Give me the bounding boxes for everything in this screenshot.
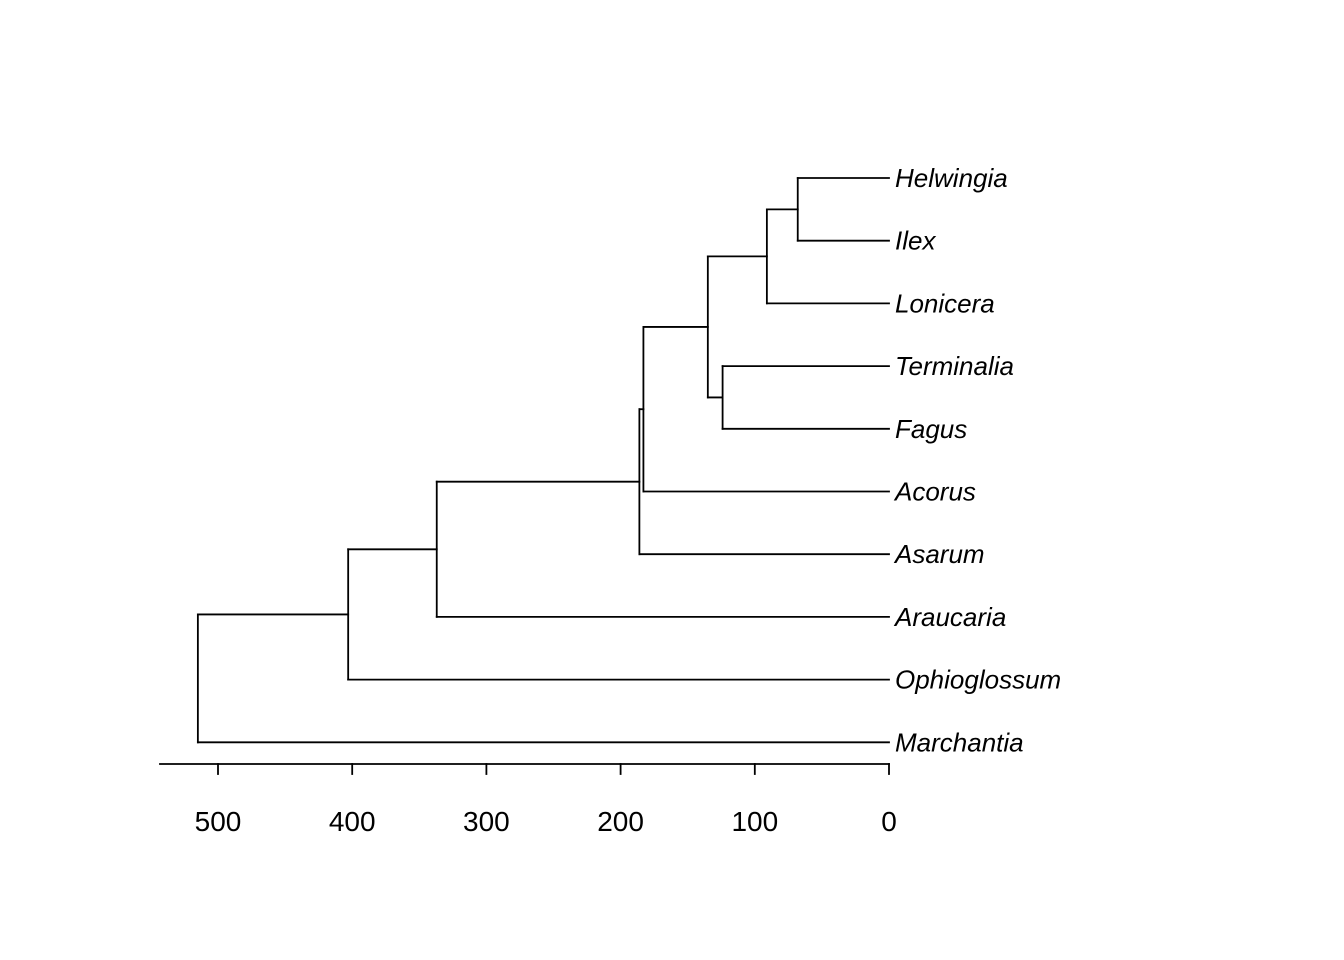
time-axis-tick-label-200: 200 [597,806,644,837]
tip-label-asarum: Asarum [893,539,985,569]
tip-label-araucaria: Araucaria [893,602,1006,632]
tip-label-helwingia: Helwingia [895,163,1008,193]
tip-label-marchantia: Marchantia [895,727,1024,757]
tip-label-ophioglossum: Ophioglossum [895,665,1061,695]
time-axis-tick-label-400: 400 [329,806,376,837]
tip-label-terminalia: Terminalia [895,351,1014,381]
time-axis-tick-label-300: 300 [463,806,510,837]
time-axis-tick-label-0: 0 [881,806,897,837]
tip-label-ilex: Ilex [895,226,936,256]
time-axis-tick-label-100: 100 [731,806,778,837]
tip-label-lonicera: Lonicera [895,288,995,318]
tip-label-acorus: Acorus [893,477,976,507]
tip-label-fagus: Fagus [895,414,967,444]
time-axis-tick-label-500: 500 [195,806,242,837]
